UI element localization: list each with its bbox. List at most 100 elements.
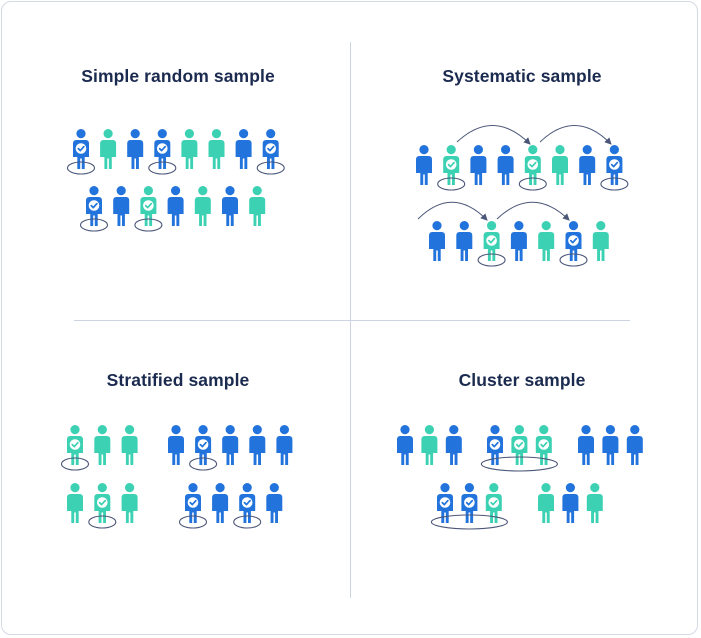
selection-ring [256,161,285,175]
person-icon [262,129,279,169]
check-icon [187,497,199,508]
check-icon [538,439,550,450]
check-icon [265,143,277,154]
selection-ring [134,218,163,232]
selection-ring [148,161,177,175]
person-icon [562,483,579,523]
person-icon [538,483,554,523]
person-icon [429,221,445,261]
check-icon [527,159,539,170]
person-icon [121,425,138,465]
person-icon [86,186,102,226]
selection-ring [66,161,96,175]
skip-arrow [539,125,612,145]
systematic-title: Systematic sample [442,66,602,86]
person-icon [239,483,256,523]
person-icon [538,221,555,261]
check-icon [97,497,108,508]
person-icon [483,221,500,261]
person-icon [67,425,83,465]
person-icon [416,145,432,185]
person-icon [168,425,184,465]
selection-ring [477,253,506,267]
person-icon [195,425,212,465]
person-icon [185,483,201,523]
selection-ring [60,457,90,471]
check-icon [241,497,253,508]
person-icon [249,425,266,465]
person-icon [276,425,293,465]
check-icon [609,159,620,170]
person-icon [579,145,596,185]
check-icon [514,439,525,450]
person-icon [606,145,623,185]
person-icon [497,145,514,185]
person-icon [586,483,603,523]
horizontal-divider [74,320,630,321]
person-icon [578,425,594,465]
person-icon [67,483,83,523]
person-icon [121,483,138,523]
cluster-ring [480,456,558,472]
person-icon [535,425,552,465]
skip-arrow [456,125,531,145]
person-icon [100,129,117,169]
person-icon [510,221,527,261]
simple-random-title: Simple random sample [81,66,275,86]
person-icon [181,129,198,169]
person-icon [212,483,229,523]
check-icon [486,235,497,246]
person-icon [602,425,619,465]
person-icon [397,425,413,465]
person-icon [626,425,643,465]
stratified-title: Stratified sample [106,370,250,390]
person-icon [552,145,568,185]
person-icon [456,221,473,261]
person-icon [154,129,171,169]
check-icon [157,143,168,154]
check-icon [568,235,579,246]
person-icon [127,129,144,169]
cluster-title: Cluster sample [458,370,586,390]
check-icon [488,497,500,508]
person-icon [470,145,487,185]
person-icon [445,425,462,465]
person-icon [94,425,111,465]
person-icon [437,483,453,523]
selection-ring [518,177,547,191]
check-icon [489,439,501,450]
check-icon [439,497,451,508]
selection-ring [88,515,117,529]
person-icon [113,186,130,226]
selection-ring [189,457,218,471]
cluster-ring [430,514,508,530]
check-icon [69,439,81,450]
person-icon [485,483,502,523]
check-icon [445,159,457,170]
person-icon [222,186,238,226]
person-icon [208,129,225,169]
check-icon [143,200,154,211]
person-icon [249,186,266,226]
person-icon [524,145,541,185]
person-icon [140,186,157,226]
check-icon [88,200,100,211]
person-icon [167,186,184,226]
person-icon [235,129,252,169]
selection-ring [79,218,109,232]
person-icon [487,425,503,465]
person-icon [461,483,478,523]
person-icon [266,483,283,523]
person-icon [421,425,438,465]
skip-arrow [417,201,488,221]
selection-ring [559,253,588,267]
person-icon [565,221,582,261]
person-icon [94,483,111,523]
selection-ring [233,515,262,529]
selection-ring [178,515,208,529]
check-icon [197,439,209,450]
person-icon [443,145,460,185]
check-icon [75,143,87,154]
